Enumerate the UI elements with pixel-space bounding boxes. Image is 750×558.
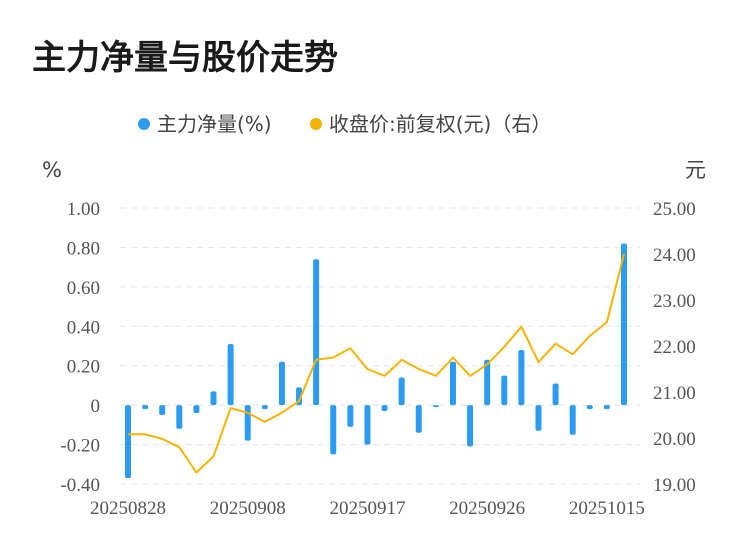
bar <box>449 361 456 406</box>
bars <box>125 243 627 479</box>
legend-label-close-price: 收盘价:前复权(元)（右） <box>329 112 551 136</box>
x-tick-label: 20251015 <box>569 498 645 519</box>
legend-marker-close-price <box>310 118 322 130</box>
left-tick-label: -0.40 <box>60 475 100 496</box>
bar <box>415 405 422 433</box>
bar <box>347 405 354 427</box>
price-series-line <box>128 253 625 474</box>
bar <box>621 243 627 406</box>
left-tick-label: -0.20 <box>60 436 100 457</box>
bar <box>227 344 234 406</box>
x-tick-label: 20250908 <box>210 498 286 519</box>
left-tick-label: 1.00 <box>67 199 100 220</box>
left-tick-label: 0.40 <box>67 317 100 338</box>
bar <box>330 405 337 455</box>
bar <box>125 405 131 479</box>
bar <box>364 405 371 445</box>
bar <box>244 405 251 441</box>
bar <box>142 405 149 410</box>
bar <box>569 405 576 435</box>
right-axis-unit: 元 <box>685 158 706 182</box>
right-tick-label: 25.00 <box>653 199 696 220</box>
grid <box>120 207 640 485</box>
legend-label-net-volume: 主力净量(%) <box>157 112 272 136</box>
bar <box>518 349 525 406</box>
left-axis-unit: % <box>42 158 62 182</box>
bar <box>501 375 508 406</box>
legend: 主力净量(%) 收盘价:前复权(元)（右） <box>138 112 551 136</box>
x-tick-label: 20250828 <box>90 498 166 519</box>
bar <box>432 405 439 408</box>
bar <box>159 405 166 415</box>
bar <box>586 405 593 410</box>
bar <box>603 405 610 410</box>
bar <box>296 387 303 406</box>
bar <box>278 361 285 406</box>
bar <box>535 405 542 431</box>
bar <box>467 405 474 447</box>
right-tick-label: 24.00 <box>653 245 696 266</box>
bar <box>552 383 559 406</box>
price-line <box>128 253 625 474</box>
bar <box>193 405 200 414</box>
chart-title: 主力净量与股价走势 <box>32 38 338 78</box>
x-tick-label: 20250926 <box>449 498 525 519</box>
axes: 1.00 0.80 0.60 0.40 0.20 0 -0.20 -0.40 25.00 24.0… <box>42 158 706 519</box>
left-tick-label: 0.20 <box>67 357 100 378</box>
left-tick-label: 0.60 <box>67 278 100 299</box>
right-tick-label: 22.00 <box>653 337 696 358</box>
left-tick-label: 0.80 <box>67 238 100 259</box>
bar <box>261 405 268 410</box>
legend-marker-net-volume <box>138 118 150 130</box>
bar <box>398 377 405 406</box>
right-tick-label: 23.00 <box>653 291 696 312</box>
x-tick-label: 20250917 <box>329 498 405 519</box>
bar <box>313 259 320 406</box>
right-tick-label: 21.00 <box>653 383 696 404</box>
bar <box>176 405 183 429</box>
left-tick-label: 0 <box>91 396 101 417</box>
bar <box>381 405 388 412</box>
right-tick-label: 19.00 <box>653 475 696 496</box>
bar <box>210 391 217 406</box>
bar <box>484 359 491 406</box>
right-tick-label: 20.00 <box>653 429 696 450</box>
